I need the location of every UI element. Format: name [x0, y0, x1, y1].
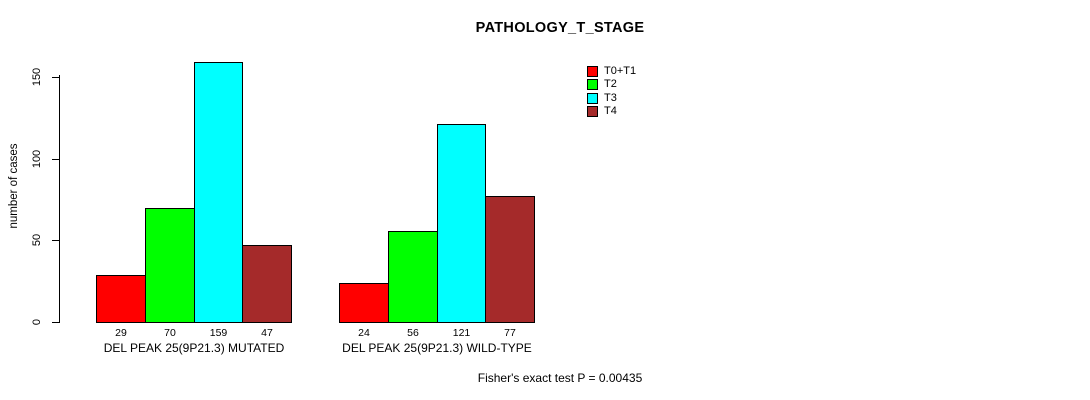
legend-label-t0-t1: T0+T1: [604, 65, 637, 77]
y-tick-label-100: 100: [31, 149, 43, 169]
y-tick-mark-150: [52, 77, 59, 78]
bar-value-label-group0-t4: 47: [261, 327, 273, 339]
y-tick-mark-50: [52, 240, 59, 241]
legend-swatch-t3: [587, 93, 598, 104]
bar-t4-group1: [485, 196, 535, 323]
bar-t3-group0: [194, 62, 243, 323]
legend-label-t2: T2: [604, 78, 617, 90]
bar-t0-t1-group1: [339, 283, 389, 323]
y-tick-label-150: 150: [31, 67, 43, 87]
y-axis-line: [59, 75, 60, 323]
bar-t2-group0: [145, 208, 195, 323]
bar-value-label-group0-t2: 70: [164, 327, 176, 339]
legend-label-t4: T4: [604, 105, 617, 117]
legend-swatch-t4: [587, 106, 598, 117]
bar-t2-group1: [388, 231, 438, 323]
chart-title: PATHOLOGY_T_STAGE: [475, 20, 645, 36]
bar-t3-group1: [437, 124, 486, 323]
bar-value-label-group1-t3: 121: [452, 327, 471, 339]
bar-value-label-group1-t4: 77: [504, 327, 516, 339]
fisher-test-annotation: Fisher's exact test P = 0.00435: [477, 371, 643, 385]
y-tick-mark-0: [52, 322, 59, 323]
bar-value-label-group0-t3: 159: [209, 327, 228, 339]
legend-swatch-t2: [587, 79, 598, 90]
legend-label-t3: T3: [604, 92, 617, 104]
group-label-1: DEL PEAK 25(9P21.3) WILD-TYPE: [342, 341, 532, 355]
y-tick-mark-100: [52, 159, 59, 160]
y-tick-label-0: 0: [31, 318, 43, 326]
y-tick-label-50: 50: [31, 233, 43, 247]
legend-swatch-t0-t1: [587, 66, 598, 77]
y-axis-title: number of cases: [8, 143, 20, 229]
bar-t4-group0: [242, 245, 292, 323]
bar-value-label-group1-t0-t1: 24: [358, 327, 370, 339]
bar-value-label-group0-t0-t1: 29: [115, 327, 127, 339]
bar-value-label-group1-t2: 56: [407, 327, 419, 339]
bar-t0-t1-group0: [96, 275, 146, 323]
group-label-0: DEL PEAK 25(9P21.3) MUTATED: [103, 341, 285, 355]
